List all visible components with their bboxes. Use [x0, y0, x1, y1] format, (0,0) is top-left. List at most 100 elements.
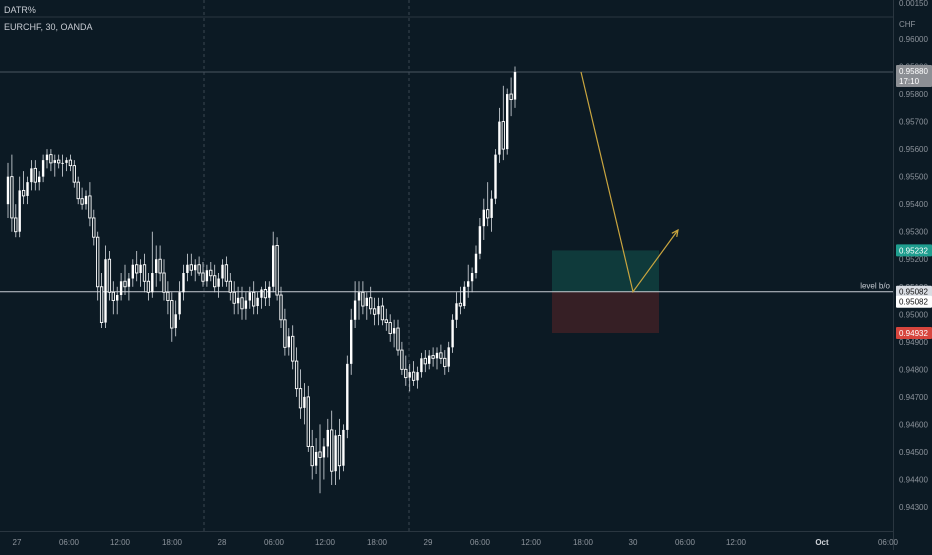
candle	[99, 273, 104, 329]
candle	[182, 264, 185, 301]
candle-body	[209, 269, 213, 277]
candle	[209, 261, 213, 282]
candle	[416, 366, 419, 389]
target-price-tag-text: 0.95232	[899, 246, 928, 255]
candle-body	[447, 347, 450, 367]
candle	[41, 154, 45, 183]
candle	[260, 286, 263, 309]
candle	[346, 355, 349, 439]
stop-price-tag-text: 0.94932	[899, 329, 928, 338]
candle	[248, 286, 251, 309]
level-price-tag-text: 0.95082	[899, 288, 928, 297]
candle-body	[416, 372, 419, 381]
candle	[275, 237, 279, 301]
grid-layer	[0, 0, 893, 531]
candle-body	[306, 396, 310, 447]
projection-arrow[interactable]	[580, 71, 679, 294]
candle-body	[396, 327, 400, 351]
candle-body	[146, 280, 151, 293]
candle-body	[357, 292, 361, 301]
candle-body	[33, 167, 37, 183]
price-axis-tick: 0.95200	[899, 255, 928, 264]
candle	[318, 424, 322, 494]
candle-body	[194, 264, 197, 271]
candle-body	[68, 159, 73, 167]
candle-body	[275, 245, 279, 296]
candle-body	[131, 264, 134, 279]
candle	[10, 154, 14, 232]
candle-body	[244, 300, 248, 309]
candle	[478, 217, 482, 260]
candle-body	[404, 368, 408, 379]
candle-body	[365, 297, 368, 307]
price-axis-tick: 0.95800	[899, 90, 928, 99]
candle-body	[291, 335, 295, 362]
level-price-tag-box	[896, 285, 932, 298]
candle	[84, 190, 88, 210]
entry-price-tag: 0.95082	[896, 295, 932, 308]
candle	[217, 273, 220, 298]
candle-body	[443, 357, 447, 368]
level-line-label: level b/o	[860, 282, 890, 291]
candle-body	[513, 72, 517, 100]
candle-body	[326, 429, 329, 447]
candle-body	[166, 291, 170, 301]
candle	[423, 350, 427, 373]
candle-body	[420, 358, 423, 373]
candle	[443, 350, 447, 375]
candle-body	[65, 160, 68, 163]
candle-body	[174, 314, 177, 329]
candle-body	[439, 352, 443, 359]
candle-body	[501, 121, 505, 150]
candle-body	[92, 217, 96, 238]
entry-price-tag-box	[896, 295, 932, 308]
candle-body	[509, 93, 513, 101]
candle-body	[119, 281, 123, 296]
candle-body	[256, 297, 259, 307]
position-tool[interactable]	[552, 250, 659, 334]
candle	[263, 281, 268, 307]
candle	[334, 429, 337, 485]
candle	[486, 182, 490, 227]
candle	[365, 292, 368, 320]
candle	[170, 292, 174, 342]
candle	[135, 250, 139, 282]
candle	[197, 256, 201, 276]
candle-body	[369, 297, 373, 310]
candle	[189, 253, 193, 276]
candle-body	[423, 357, 427, 365]
candle	[158, 245, 162, 282]
candle-body	[123, 280, 127, 288]
candle	[287, 328, 290, 356]
price-axis-tick: 0.94600	[899, 420, 928, 429]
candle-body	[139, 264, 142, 273]
countdown-text: 17:10	[899, 77, 920, 86]
candle-body	[45, 154, 49, 161]
candle-body	[380, 305, 385, 321]
candle	[123, 264, 127, 296]
candle-body	[294, 360, 299, 390]
candle	[404, 355, 408, 386]
candle	[357, 281, 361, 320]
candle-body	[252, 291, 256, 307]
candle	[400, 341, 404, 375]
symbol-label[interactable]: EURCHF, 30, OANDA	[4, 22, 93, 32]
candle-body	[314, 451, 318, 466]
candle	[194, 259, 197, 282]
candle	[33, 160, 37, 191]
candle	[88, 182, 92, 227]
candle	[221, 259, 224, 287]
candle	[350, 308, 353, 375]
candle-body	[178, 292, 181, 315]
time-axis-tick: 18:00	[573, 538, 594, 547]
time-axis-tick: 12:00	[521, 538, 542, 547]
candle-body	[57, 159, 61, 164]
level-price-tag: 0.95082	[896, 285, 932, 298]
candle-body	[486, 209, 490, 219]
candle	[119, 273, 123, 301]
candle	[107, 250, 112, 301]
